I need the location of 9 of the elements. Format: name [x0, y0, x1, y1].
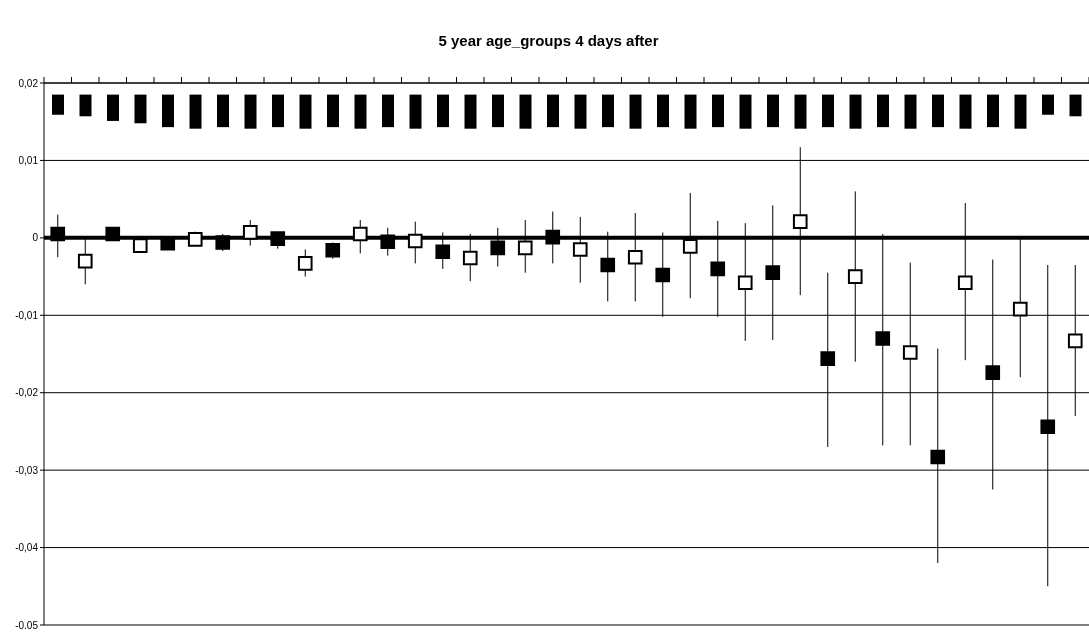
y-tick-label: 0,02 — [18, 77, 39, 89]
y-tick-label: 0,01 — [18, 154, 39, 166]
y-tick-label: -0,01 — [15, 309, 39, 321]
y-tick-label: -0,02 — [15, 387, 39, 399]
chart-title: 5 year age_groups 4 days after — [437, 32, 660, 51]
y-tick-label: 0 — [32, 232, 39, 244]
y-tick-label: -0,04 — [15, 542, 39, 554]
y-tick-label: -0,03 — [15, 464, 39, 476]
y-tick-label: -0,05 — [15, 619, 39, 631]
